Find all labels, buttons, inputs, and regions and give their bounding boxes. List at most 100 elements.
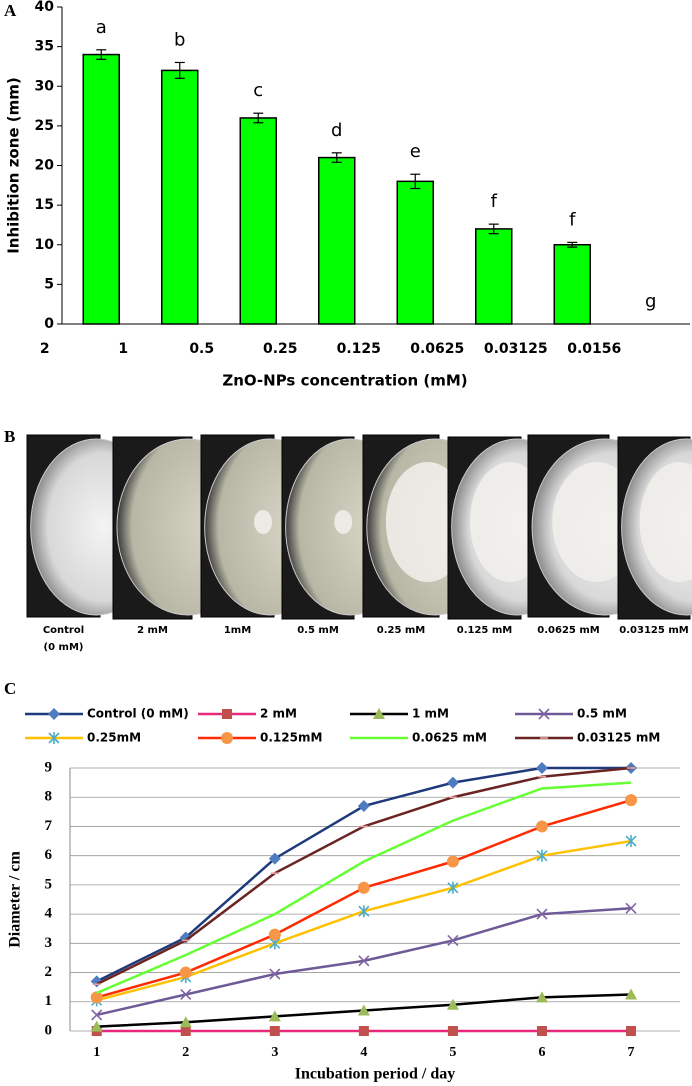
marker bbox=[536, 908, 548, 920]
series-line bbox=[96, 839, 632, 1002]
annotation: e bbox=[410, 141, 421, 162]
x-axis-label: ZnO-NPs concentration (mM) bbox=[222, 372, 467, 390]
x-tick-label: 0.03125 bbox=[484, 341, 548, 357]
marker bbox=[373, 708, 385, 719]
annotation: g bbox=[645, 291, 656, 312]
legend-entry: 0.5 mM bbox=[515, 707, 627, 721]
photo-caption: 1mM bbox=[224, 625, 251, 636]
legend-label: 0.0625 mM bbox=[412, 731, 487, 745]
marker bbox=[626, 1026, 637, 1036]
marker bbox=[222, 709, 232, 719]
marker bbox=[536, 1026, 547, 1036]
marker bbox=[446, 998, 459, 1010]
annotation: f bbox=[569, 209, 576, 230]
marker bbox=[95, 992, 98, 995]
y-tick-label: 5 bbox=[44, 276, 54, 292]
y-tick-label: 35 bbox=[35, 39, 54, 55]
marker bbox=[91, 1009, 103, 1021]
marker bbox=[179, 966, 192, 979]
marker bbox=[184, 954, 187, 957]
marker bbox=[538, 708, 550, 720]
y-tick-label: 0 bbox=[44, 316, 54, 332]
legend-label: 0.03125 mM bbox=[577, 731, 660, 745]
x-tick-label: 0.125 bbox=[337, 341, 381, 357]
legend-entry: 0.0625 mM bbox=[350, 731, 487, 745]
series-line bbox=[96, 781, 632, 995]
marker bbox=[362, 860, 365, 863]
photo-caption: 2 mM bbox=[137, 625, 168, 636]
y-tick-label: 8 bbox=[45, 789, 53, 805]
y-tick-label: 3 bbox=[45, 935, 53, 951]
bar bbox=[553, 244, 591, 325]
colony bbox=[254, 510, 273, 534]
y-axis-label: Inhibition zone (mm) bbox=[5, 77, 23, 254]
marker bbox=[358, 1026, 369, 1036]
bar bbox=[396, 180, 434, 325]
marker bbox=[179, 1016, 192, 1028]
y-tick-label: 6 bbox=[45, 847, 53, 863]
x-tick-label: 0.0625 bbox=[410, 341, 464, 357]
y-tick-label: 0 bbox=[45, 1022, 53, 1038]
marker bbox=[630, 781, 633, 784]
legend-label: 0.5 mM bbox=[577, 707, 627, 721]
marker bbox=[625, 794, 638, 807]
marker bbox=[357, 881, 370, 894]
legend-entry: 2 mM bbox=[198, 707, 297, 721]
error-bar bbox=[96, 49, 107, 60]
marker bbox=[535, 820, 548, 833]
colony bbox=[334, 510, 353, 534]
legend-label: Control (0 mM) bbox=[87, 707, 189, 721]
marker bbox=[273, 913, 276, 916]
bar bbox=[161, 69, 199, 325]
marker bbox=[180, 988, 192, 1001]
legend-entry: 0.03125 mM bbox=[515, 731, 660, 745]
legend-entry: 0.125mM bbox=[198, 731, 322, 745]
x-tick-label: 0.5 bbox=[189, 341, 214, 357]
marker bbox=[221, 732, 233, 744]
x-tick-label: 5 bbox=[449, 1045, 456, 1060]
bar bbox=[82, 53, 120, 325]
photo-caption: 0.125 mM bbox=[457, 625, 513, 636]
marker bbox=[268, 1010, 281, 1022]
panel-label: A bbox=[4, 1, 17, 20]
y-tick-label: 4 bbox=[45, 906, 53, 922]
legend-entry: 1 mM bbox=[350, 707, 449, 721]
y-tick-label: 10 bbox=[35, 237, 55, 253]
marker bbox=[90, 991, 103, 1004]
y-tick-label: 9 bbox=[45, 759, 53, 775]
marker bbox=[447, 881, 459, 894]
photo bbox=[617, 436, 692, 620]
annotation: c bbox=[253, 80, 263, 101]
x-tick-label: 4 bbox=[360, 1045, 367, 1060]
photo-caption: 0.03125 mM bbox=[619, 625, 688, 636]
panel-label: B bbox=[4, 427, 15, 446]
y-tick-label: 15 bbox=[35, 197, 54, 213]
x-tick-label: 2 bbox=[182, 1045, 189, 1060]
annotation: b bbox=[174, 29, 185, 50]
marker bbox=[536, 849, 548, 862]
marker bbox=[358, 905, 370, 918]
error-bar bbox=[174, 61, 185, 79]
marker bbox=[451, 819, 454, 822]
annotation: a bbox=[96, 17, 107, 38]
marker bbox=[447, 1026, 458, 1036]
marker bbox=[535, 991, 548, 1003]
marker bbox=[625, 835, 637, 848]
photo-caption: 0.25 mM bbox=[377, 625, 426, 636]
error-bar bbox=[410, 173, 421, 190]
annotation: d bbox=[331, 120, 342, 141]
y-tick-label: 2 bbox=[45, 964, 53, 980]
error-bar bbox=[253, 112, 264, 124]
marker bbox=[540, 787, 543, 790]
marker bbox=[269, 968, 281, 980]
marker bbox=[180, 1026, 191, 1036]
legend-label: 0.125mM bbox=[260, 731, 322, 745]
marker bbox=[446, 855, 459, 868]
legend-label: 2 mM bbox=[260, 707, 297, 721]
x-tick-label: 1 bbox=[118, 341, 128, 357]
x-tick-label: 0.0156 bbox=[567, 341, 621, 357]
y-axis-label: Diameter / cm bbox=[7, 851, 24, 948]
bar bbox=[475, 228, 513, 325]
marker bbox=[268, 852, 281, 865]
photo-caption: Control bbox=[43, 625, 84, 636]
